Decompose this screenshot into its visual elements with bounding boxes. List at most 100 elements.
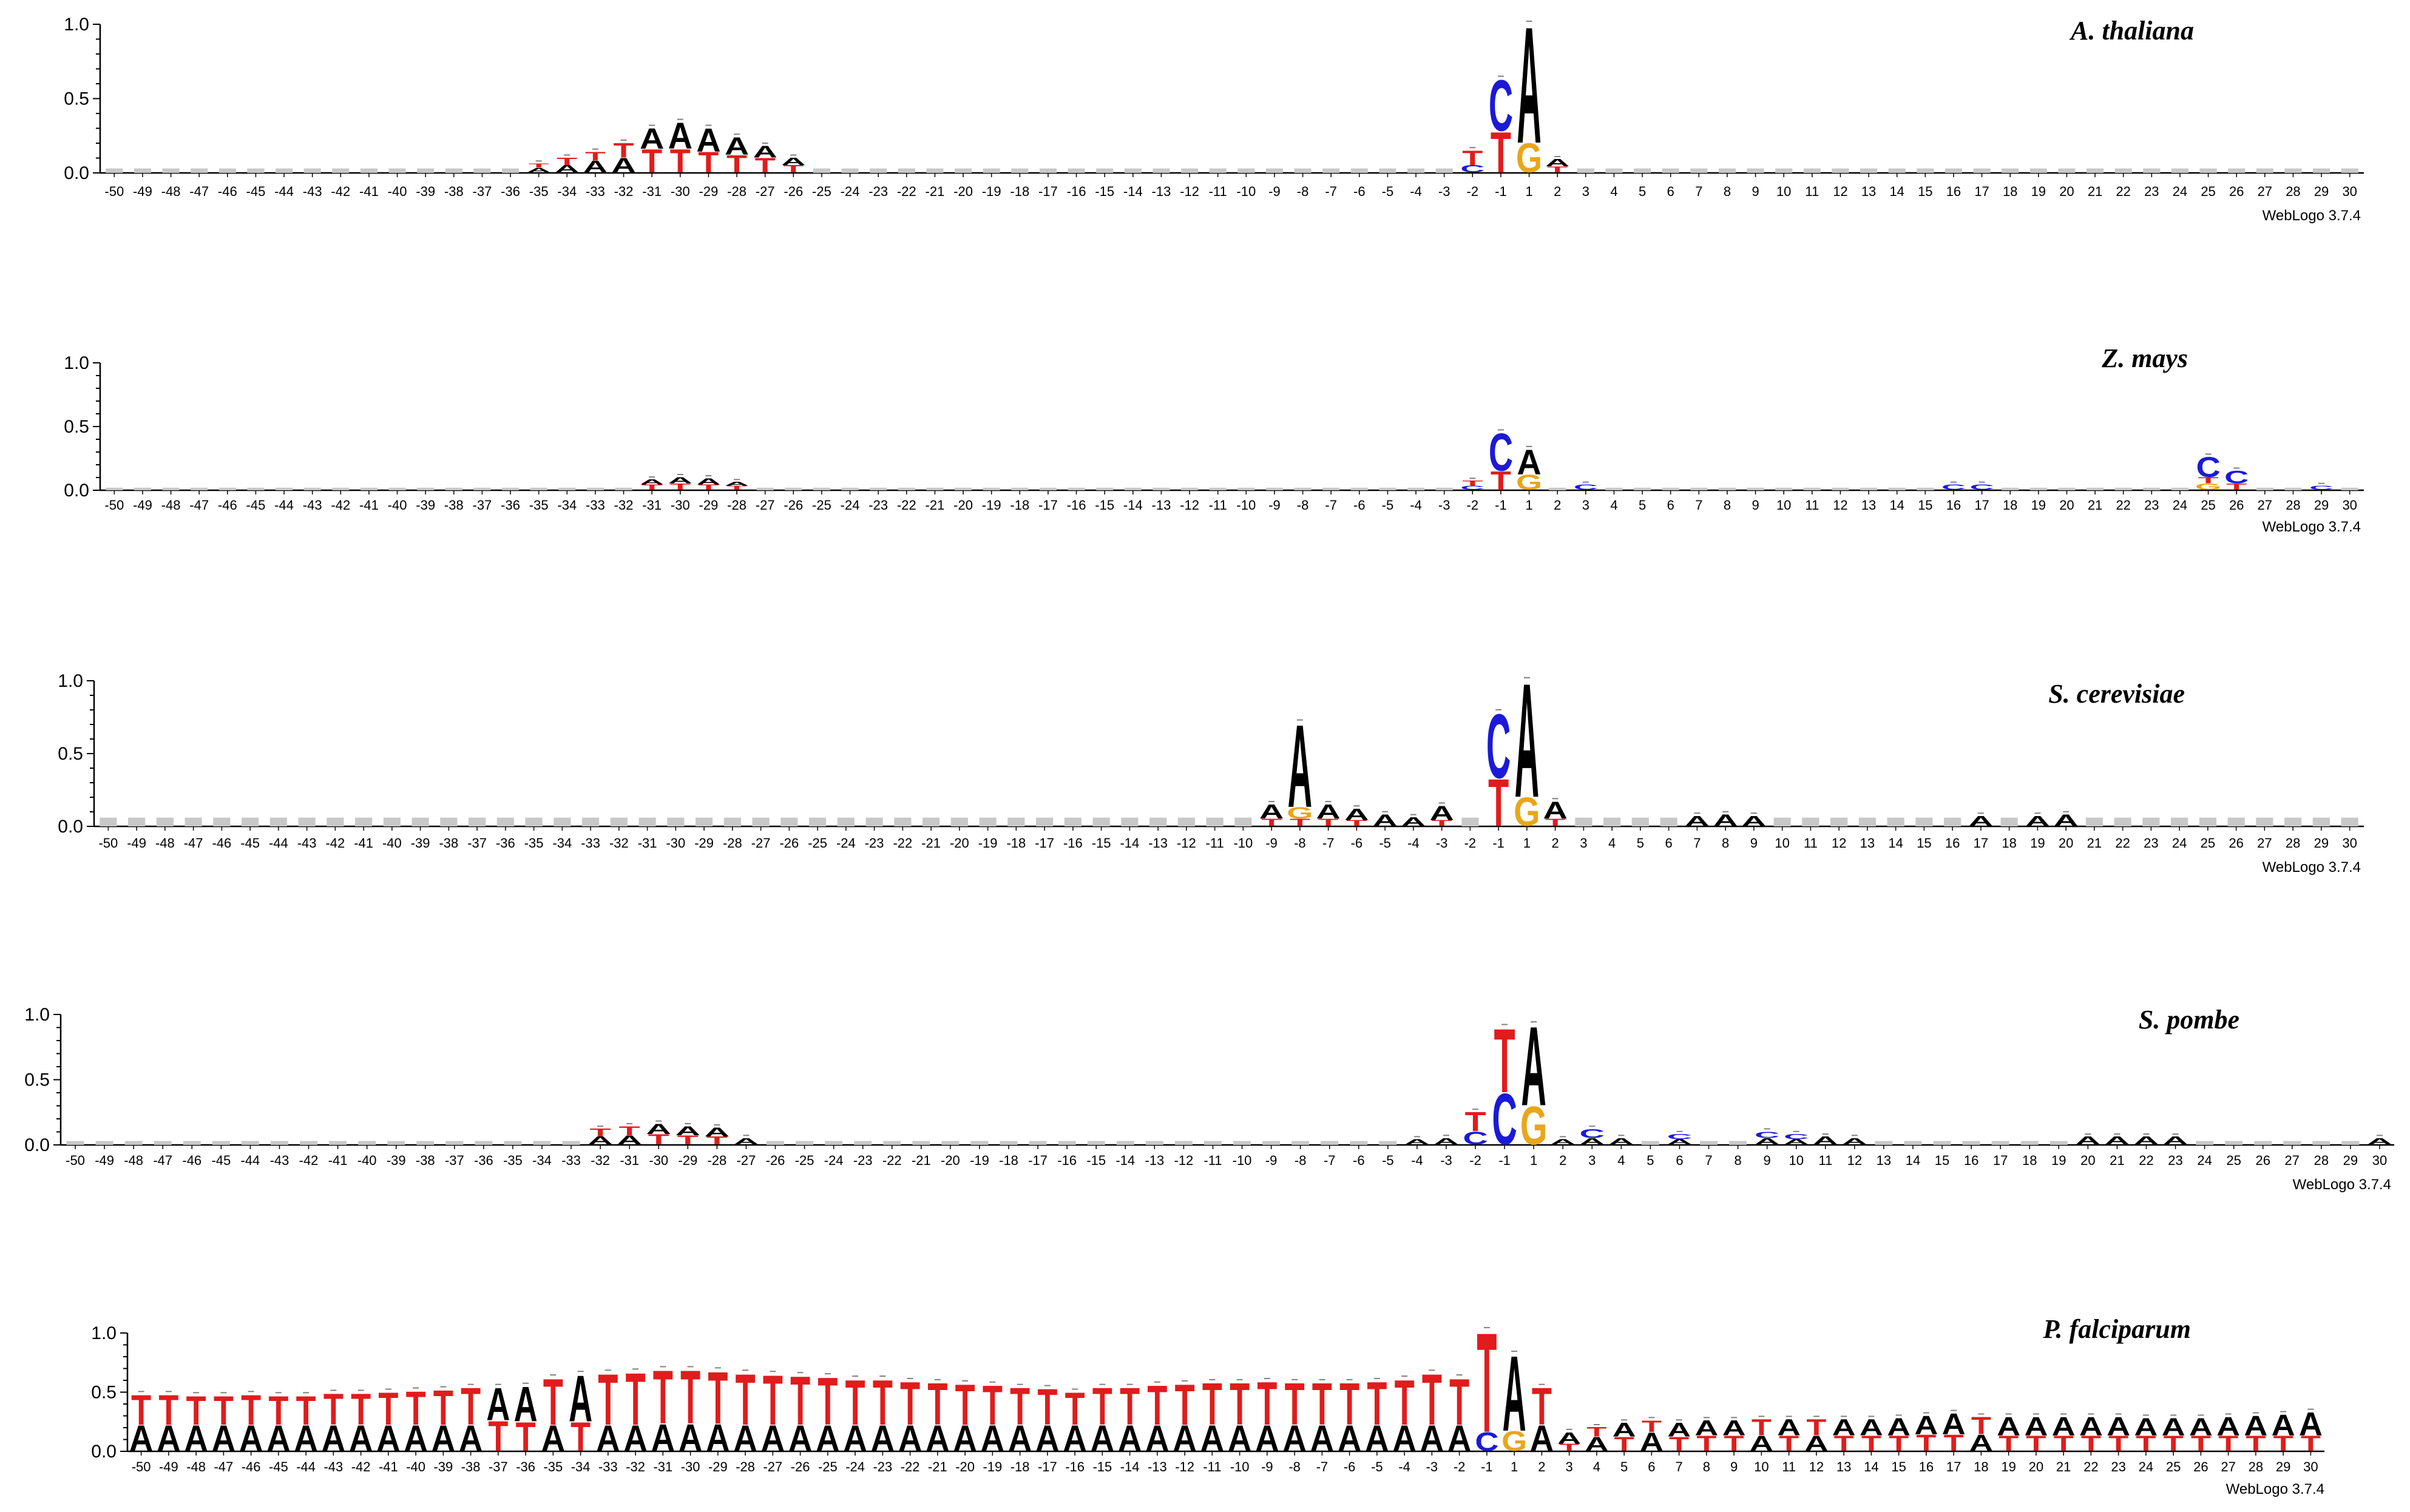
x-tick-label: -23 (853, 1153, 873, 1168)
logo-letter-A: A (844, 1418, 867, 1459)
logo-letter-A: A (2025, 813, 2050, 829)
x-tick-label: 5 (1639, 498, 1646, 513)
x-tick-label: -33 (598, 1459, 618, 1474)
background-stack (1603, 817, 1621, 826)
logo-letter-T: T (1806, 1414, 1827, 1440)
logo-letter-A: A (816, 1418, 839, 1459)
logo-letter-T: T (1971, 1412, 1991, 1440)
logo-letter-T: T (1491, 466, 1511, 496)
background-stack (2341, 1141, 2360, 1145)
x-tick-label: 19 (2031, 498, 2046, 513)
x-tick-label: -50 (104, 184, 124, 199)
x-tick-label: -39 (387, 1153, 406, 1168)
x-tick-label: -5 (1371, 1459, 1383, 1474)
logo-letter-T: T (1547, 165, 1568, 175)
x-tick-label: 16 (1919, 1459, 1934, 1474)
background-stack (1461, 817, 1479, 826)
x-tick-label: 28 (2286, 835, 2300, 851)
logo-letter-T: T (983, 1374, 1003, 1437)
background-stack (2196, 1141, 2214, 1145)
x-tick-label: -29 (708, 1459, 728, 1474)
x-tick-label: 8 (1724, 184, 1731, 199)
x-tick-label: -42 (351, 1459, 371, 1474)
logo-letter-A: A (2134, 1135, 2159, 1147)
background-stack (1933, 1141, 1951, 1145)
x-tick-label: -28 (727, 498, 746, 513)
x-tick-label: 27 (2258, 184, 2272, 199)
logo-letter-A: A (2299, 1406, 2323, 1442)
logo-letter-T: T (433, 1380, 453, 1436)
x-tick-label: -48 (186, 1459, 206, 1474)
logo-letter-T: T (900, 1370, 920, 1438)
logo-letter-A: A (1557, 1429, 1581, 1448)
background-stack (941, 1141, 960, 1145)
logo-letter-C: C (1475, 1428, 1498, 1457)
logo-letter-A: A (1997, 1412, 2020, 1441)
x-tick-label: 5 (1639, 184, 1646, 199)
logo-letter-A: A (1813, 1135, 1838, 1147)
background-stack (156, 817, 174, 826)
background-stack (502, 168, 520, 173)
x-tick-label: -48 (155, 835, 175, 851)
logo-letter-A: A (1118, 1418, 1142, 1459)
logo-letter-T: T (2081, 1431, 2101, 1456)
logo-letter-T: T (1559, 1442, 1579, 1453)
x-tick-label: -14 (1115, 1153, 1135, 1168)
x-tick-label: 14 (1888, 835, 1903, 851)
background-stack (1832, 487, 1849, 490)
background-stack (1605, 168, 1623, 173)
x-tick-label: -8 (1294, 835, 1306, 851)
background-stack (1124, 168, 1142, 173)
logo-letter-T: T (1491, 120, 1511, 185)
x-tick-label: 20 (2059, 498, 2074, 513)
background-stack (134, 168, 151, 173)
logo-letter-T: T (1944, 1430, 1965, 1456)
logo-letter-T: T (1120, 1377, 1140, 1436)
background-stack (183, 1141, 201, 1145)
x-tick-label: -35 (529, 184, 549, 199)
x-tick-label: -40 (388, 498, 407, 513)
x-tick-label: -7 (1324, 1153, 1336, 1168)
background-stack (1153, 168, 1170, 173)
x-tick-label: 7 (1695, 184, 1702, 199)
logo-letter-A: A (2105, 1135, 2130, 1147)
x-tick-label: -49 (133, 184, 152, 199)
x-tick-label: 25 (2166, 1459, 2181, 1474)
logo-letter-A: A (668, 475, 692, 485)
x-tick-label: 2 (1552, 835, 1559, 851)
logo-letter-A: A (587, 1135, 612, 1147)
x-tick-label: -36 (516, 1459, 535, 1474)
x-tick-label: -13 (1148, 835, 1168, 851)
logo-letter-A: A (1580, 1136, 1605, 1146)
logo-letter-A: A (953, 1418, 977, 1459)
background-stack (1802, 817, 1819, 826)
background-stack (2142, 817, 2160, 826)
x-tick-label: -5 (1382, 184, 1394, 199)
logo-letter-T: T (726, 485, 747, 491)
logo-letter-A: A (459, 1418, 482, 1459)
logo-letter-A: A (1447, 1418, 1471, 1459)
background-stack (303, 487, 321, 490)
logo-letter-T: T (1065, 1383, 1085, 1435)
logo-letter-A: A (611, 154, 635, 177)
x-tick-label: -40 (382, 835, 402, 851)
x-tick-label: -38 (416, 1153, 435, 1168)
logo-letter-T: T (1724, 1431, 1744, 1456)
background-stack (383, 817, 401, 826)
x-tick-label: -32 (626, 1459, 645, 1474)
background-stack (1803, 168, 1821, 173)
x-tick-label: -10 (1233, 835, 1253, 851)
x-tick-label: -9 (1265, 835, 1278, 851)
background-stack (610, 817, 628, 826)
x-tick-label: -4 (1410, 498, 1422, 513)
x-tick-label: -43 (297, 835, 317, 851)
logo-letter-T: T (1230, 1371, 1250, 1437)
logo-letter-T: T (680, 1355, 700, 1440)
x-tick-label: 25 (2201, 184, 2215, 199)
logo-letter-T: T (1367, 1370, 1387, 1438)
background-stack (128, 817, 146, 826)
background-stack (796, 1141, 814, 1145)
background-stack (1803, 487, 1821, 490)
logo-letter-C: C (1755, 1130, 1779, 1140)
logo-letter-T: T (614, 138, 634, 161)
